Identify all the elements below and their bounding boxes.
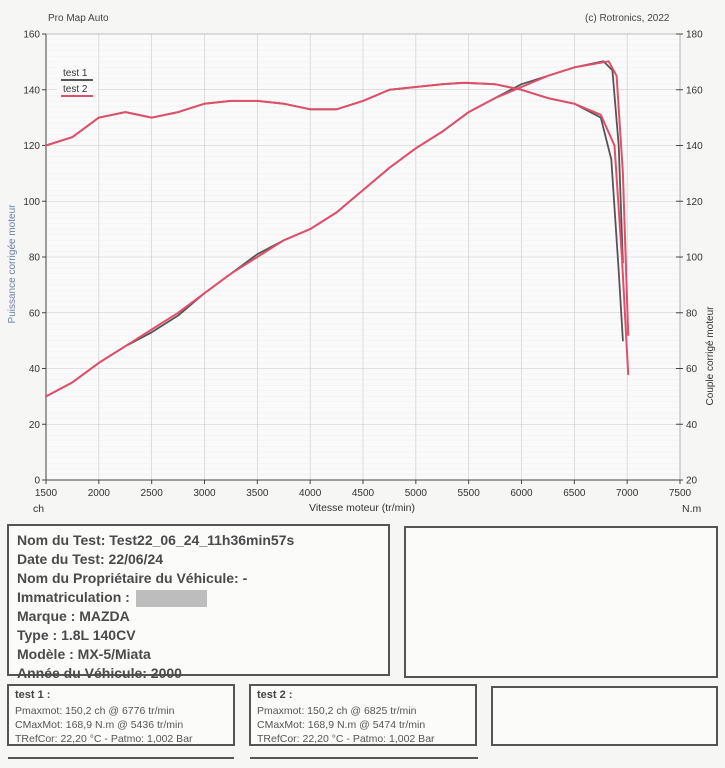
registration-redacted (135, 589, 207, 607)
x-tick-label: 2000 (88, 488, 111, 499)
extra-box (491, 686, 718, 746)
x-axis-label: Vitesse moteur (tr/min) (309, 502, 415, 514)
y-left-tick-label: 0 (34, 476, 40, 487)
test-name: Nom du Test: Test22_06_24_11h36min57s (17, 532, 295, 548)
result-tref: TRefCor: 22,20 °C - Patmo: 1,002 Bar (15, 733, 193, 745)
y-left-tick-label: 80 (29, 253, 41, 264)
registration-label: Immatriculation : (17, 589, 130, 605)
footer-rule (250, 757, 478, 759)
y-left-tick-label: 60 (29, 308, 41, 319)
x-tick-label: 6500 (563, 488, 586, 499)
footer-rule (8, 757, 234, 759)
x-tick-label: 7000 (616, 488, 639, 499)
y-left-tick-label: 20 (29, 420, 41, 431)
vehicle-make: Marque : MAZDA (17, 608, 130, 624)
x-tick-label: 3500 (246, 488, 269, 499)
result-box-test1: test 1 : Pmaxmot: 150,2 ch @ 6776 tr/min… (7, 684, 235, 746)
series-line-torque-test-2 (45, 81, 630, 376)
vehicle-model: Modèle : MX-5/Miata (17, 646, 151, 662)
test-date: Date du Test: 22/06/24 (17, 551, 164, 567)
chart-svg: 1500 2000 2500 3000 3500 4000 4500 5000 5500 6000… (7, 30, 716, 516)
y-left-tick-label: 40 (29, 364, 41, 375)
y-right-tick-label: 60 (686, 364, 698, 375)
series-line-power-test-2 (45, 60, 630, 398)
result-pmax: Pmaxmot: 150,2 ch @ 6776 tr/min (15, 705, 175, 717)
x-tick-label: 1500 (35, 488, 58, 499)
vehicle-year: Année du Véhicule: 2000 (17, 665, 182, 681)
y-right-tick-label: 100 (686, 253, 703, 264)
vehicle-info-box: Nom du Test: Test22_06_24_11h36min57s Da… (7, 524, 390, 681)
dyno-chart: Pro Map Auto (c) Rotronics, 2022 1500 200… (7, 13, 716, 516)
y-right-tick-label: 80 (686, 308, 698, 319)
result-title: test 1 : (15, 689, 51, 701)
y-left-tick-label: 100 (23, 197, 40, 208)
result-pmax: Pmaxmot: 150,2 ch @ 6825 tr/min (257, 705, 417, 717)
x-tick-label: 5500 (458, 488, 481, 499)
x-tick-label: 6000 (510, 488, 533, 499)
y-left-tick-label: 140 (23, 85, 40, 96)
copyright: (c) Rotronics, 2022 (585, 13, 670, 24)
x-tick-label: 4500 (352, 488, 375, 499)
registration-row: Immatriculation : (17, 588, 380, 607)
y-right-tick-label: 120 (686, 197, 703, 208)
y-right-tick-label: 40 (686, 420, 698, 431)
result-title: test 2 : (257, 689, 293, 701)
legend-label: test 2 (63, 84, 88, 95)
result-cmax: CMaxMot: 168,9 N.m @ 5474 tr/min (257, 719, 426, 731)
x-tick-label: 3000 (193, 488, 216, 499)
y-right-unit-label: N.m (682, 503, 702, 515)
notes-box (404, 526, 718, 678)
owner-name: Nom du Propriétaire du Véhicule: - (17, 570, 248, 586)
x-tick-label: 2500 (141, 488, 164, 499)
x-tick-label: 5000 (405, 488, 428, 499)
y-left-unit-label: ch (33, 503, 44, 515)
x-tick-label: 7500 (669, 488, 692, 499)
legend-label: test 1 (63, 68, 88, 79)
y-left-tick-label: 120 (23, 141, 40, 152)
y-right-tick-label: 140 (686, 141, 703, 152)
y-right-axis-label: Couple corrigé moteur (705, 306, 716, 406)
x-tick-label: 4000 (299, 488, 322, 499)
result-box-test2: test 2 : Pmaxmot: 150,2 ch @ 6825 tr/min… (249, 684, 477, 746)
y-right-tick-label: 20 (686, 476, 698, 487)
y-right-tick-label: 160 (686, 85, 703, 96)
app-name: Pro Map Auto (48, 13, 109, 24)
vehicle-type: Type : 1.8L 140CV (17, 627, 136, 643)
y-left-axis-label: Puissance corrigée moteur (7, 204, 18, 324)
result-cmax: CMaxMot: 168,9 N.m @ 5436 tr/min (15, 719, 184, 731)
y-left-tick-label: 160 (23, 30, 40, 41)
result-tref: TRefCor: 22,20 °C - Patmo: 1,002 Bar (257, 733, 435, 745)
y-right-tick-label: 180 (686, 30, 703, 41)
